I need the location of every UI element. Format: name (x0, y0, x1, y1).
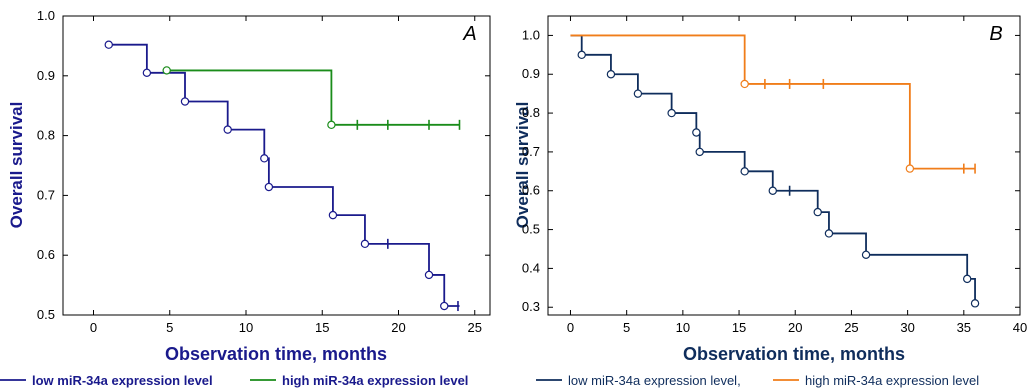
chart-panel-b: B Observation time, months Overall survi… (513, 15, 1027, 364)
event-point-b-0 (813, 207, 822, 217)
survival-curve-a-0 (108, 43, 460, 307)
x-tick-label-b: 15 (732, 320, 746, 335)
event-point-b-0 (606, 70, 616, 79)
y-tick-label-a: 0.6 (37, 247, 55, 262)
event-point-a-0 (264, 182, 274, 192)
event-point-a-0 (142, 68, 152, 78)
event-point-a-1 (327, 120, 336, 130)
y-axis-title-b: Overall survival (513, 102, 532, 229)
legend-label-high-a: high miR-34a expression level (282, 373, 468, 388)
y-tick-label-b: 0.3 (522, 299, 540, 314)
y-axis-title-a: Overall survival (7, 102, 26, 229)
x-tick-label-a: 10 (239, 320, 253, 335)
y-tick-label-b: 0.4 (522, 260, 540, 275)
series-a (104, 40, 461, 312)
event-point-a-0 (440, 301, 449, 311)
survival-curve-b-1 (570, 34, 976, 170)
legend-label-high-b: high miR-34a expression level (805, 373, 979, 388)
event-point-b-1 (905, 164, 915, 173)
y-tick-label-b: 1.0 (522, 27, 540, 42)
y-tick-label-b: 0.6 (522, 183, 540, 198)
x-tick-label-b: 35 (957, 320, 971, 335)
panel-label-b: B (989, 23, 1002, 45)
y-tick-label-b: 0.8 (522, 105, 540, 120)
event-point-a-0 (360, 239, 370, 249)
x-tick-label-a: 5 (166, 320, 173, 335)
x-tick-label-b: 5 (623, 320, 630, 335)
event-point-b-0 (824, 229, 834, 238)
y-tick-label-b: 0.7 (522, 144, 540, 159)
x-tick-label-b: 40 (1013, 320, 1027, 335)
x-tick-label-b: 0 (567, 320, 574, 335)
x-tick-label-a: 20 (391, 320, 405, 335)
x-tick-label-b: 20 (788, 320, 802, 335)
event-point-b-0 (633, 89, 643, 98)
event-point-b-0 (667, 108, 676, 118)
survival-curve-a-1 (166, 69, 460, 126)
ticks-b: 0 5 10 15 20 25 30 35 40 0.3 0.4 0.5 0.6 0.7 0.8 0.9 1.0 (522, 16, 1027, 335)
event-point-b-0 (695, 147, 704, 157)
event-point-b-0 (861, 250, 871, 260)
event-point-a-0 (104, 40, 113, 49)
legend-label-low-a: low miR-34a expression level (32, 373, 213, 388)
y-tick-label-a: 0.8 (37, 128, 55, 143)
event-point-a-0 (180, 97, 190, 106)
legend-b: low miR-34a expression level, high miR-3… (536, 373, 979, 388)
y-tick-label-a: 0.9 (37, 68, 55, 83)
y-tick-label-b: 0.9 (522, 66, 540, 81)
legend-label-low-b: low miR-34a expression level, (568, 373, 741, 388)
series-b (570, 34, 980, 308)
event-point-b-0 (740, 167, 749, 176)
event-point-a-0 (424, 270, 434, 280)
event-point-b-0 (962, 274, 972, 284)
x-tick-label-b: 30 (900, 320, 914, 335)
event-point-b-0 (577, 50, 586, 60)
event-point-a-1 (162, 66, 171, 75)
x-tick-label-b: 25 (844, 320, 858, 335)
survival-curve-b-0 (570, 34, 976, 304)
x-axis-title-a: Observation time, months (165, 344, 387, 364)
x-axis-title-b: Observation time, months (683, 344, 905, 364)
y-tick-label-b: 0.5 (522, 222, 540, 237)
chart-panel-a: A Observation time, months Overall survi… (7, 8, 491, 364)
legend-a: low miR-34a expression level high miR-34… (0, 373, 468, 388)
event-point-b-0 (692, 128, 701, 137)
plot-frame-a (62, 15, 491, 316)
x-tick-label-a: 0 (90, 320, 97, 335)
y-tick-label-a: 0.7 (37, 187, 55, 202)
event-point-b-0 (768, 186, 777, 195)
event-point-b-0 (970, 299, 980, 308)
x-tick-label-a: 15 (315, 320, 329, 335)
event-point-a-0 (223, 125, 232, 134)
event-point-a-0 (328, 210, 338, 220)
x-tick-label-a: 25 (468, 320, 482, 335)
ticks-a: 0 5 10 15 20 25 0.5 0.6 0.7 0.8 0.9 1.0 (37, 8, 490, 335)
panel-label-a: A (462, 23, 476, 45)
event-point-a-0 (260, 154, 269, 163)
x-tick-label-b: 10 (676, 320, 690, 335)
plot-frame-b (547, 15, 1021, 316)
y-tick-label-a: 0.5 (37, 307, 55, 322)
event-point-b-1 (740, 79, 749, 89)
y-tick-label-a: 1.0 (37, 8, 55, 23)
